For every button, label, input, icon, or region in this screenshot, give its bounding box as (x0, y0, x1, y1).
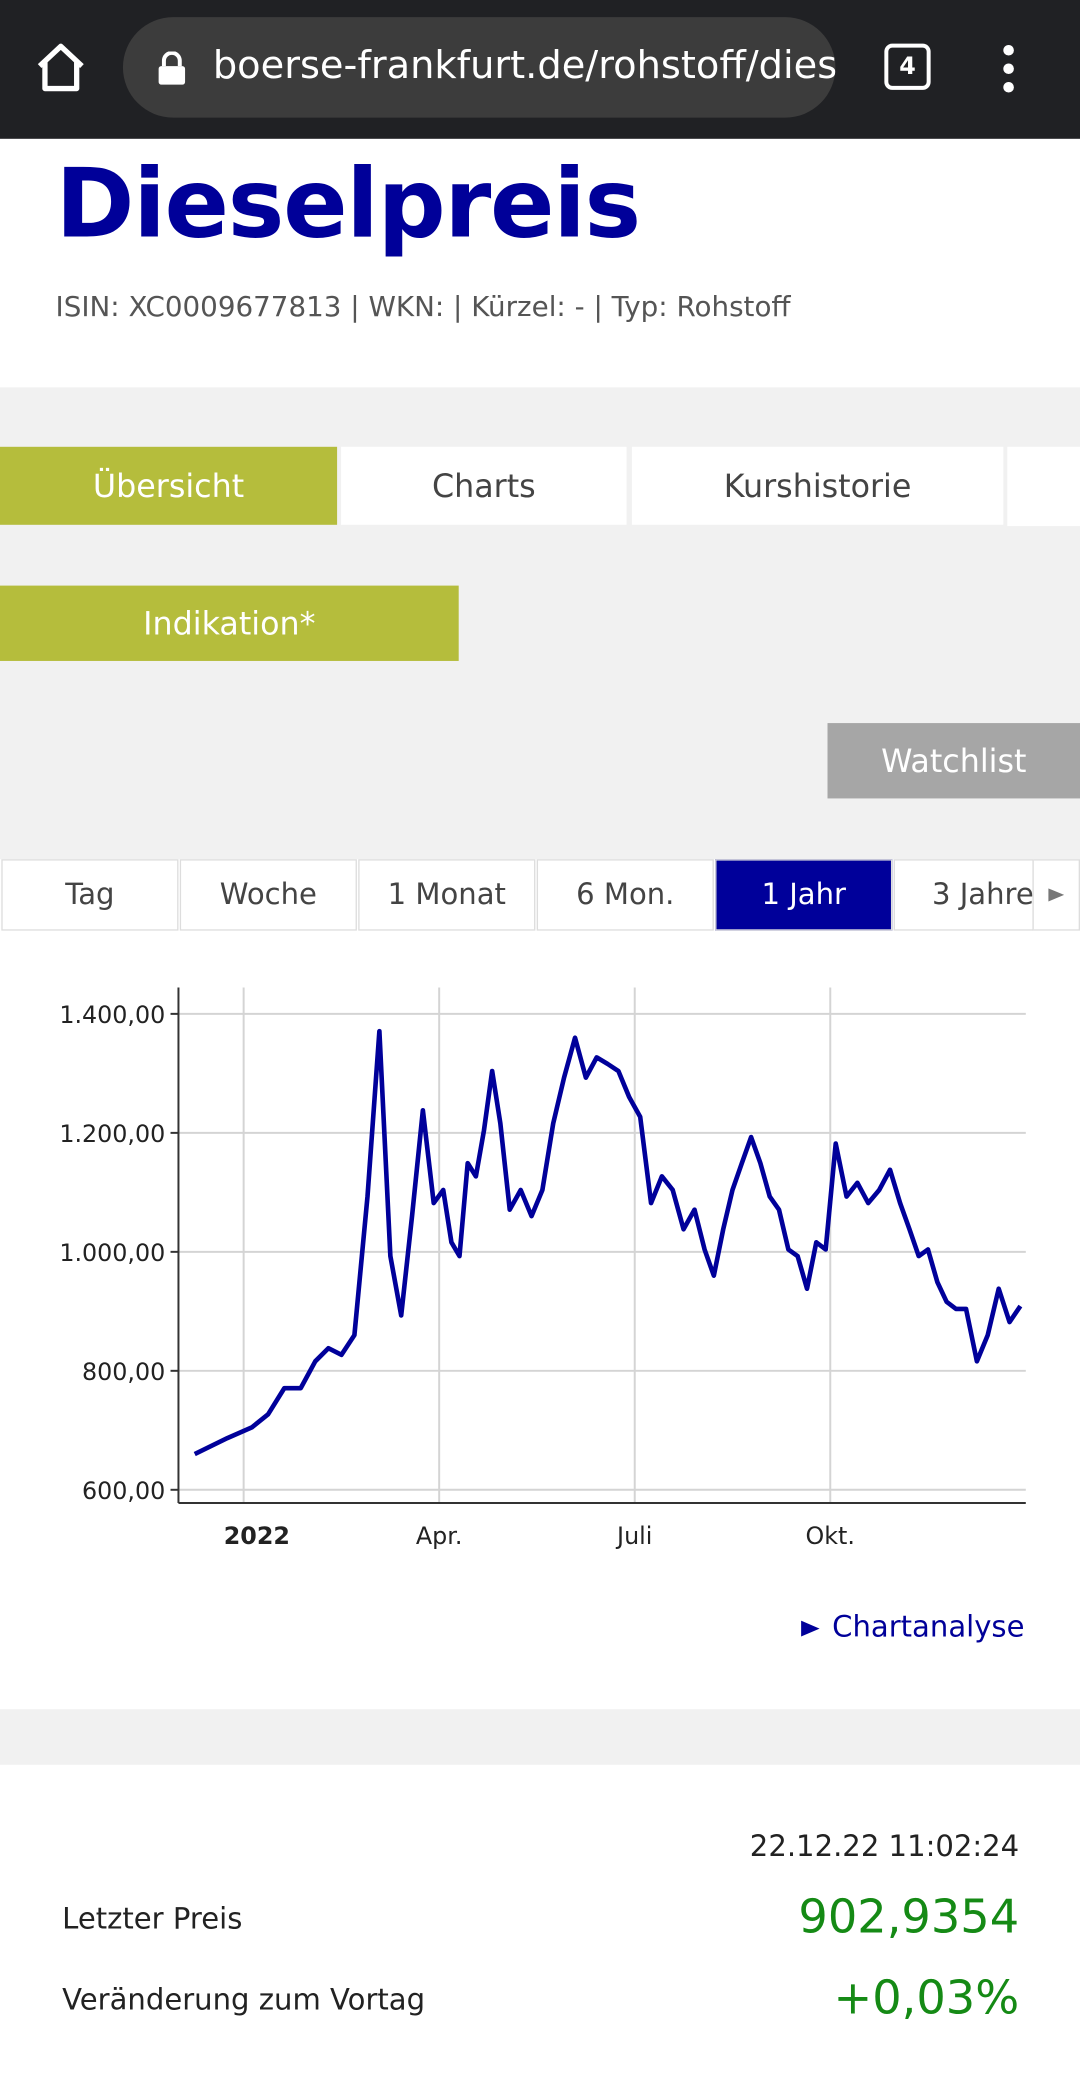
period-scroll[interactable] (1032, 859, 1080, 931)
period-tab[interactable]: 1 Jahr (715, 859, 893, 931)
quote-value: 902,9354 (798, 1891, 1020, 1945)
quote-value: +0,03% (833, 1972, 1020, 2026)
period-tab[interactable]: 3 Jahre (893, 859, 1034, 931)
browser-bar: boerse-frankfurt.de/rohstoff/dies 4 (0, 0, 1080, 139)
period-tab[interactable]: Woche (179, 859, 357, 931)
quote-label: Letzter Preis (62, 1902, 243, 1936)
tab-overflow (1007, 446, 1080, 527)
arrow-icon (1048, 888, 1065, 902)
arrow-icon (800, 1620, 819, 1636)
period-tab[interactable]: 1 Monat (358, 859, 536, 931)
x-tick-label: Okt. (806, 1522, 855, 1550)
chart: 600,00 800,00 1.000,00 1.200,00 1.400,00 2022… (59, 987, 1026, 1550)
y-tick-label: 800,00 (82, 1358, 165, 1386)
price-line (193, 1028, 1023, 1457)
tab[interactable]: Übersicht (0, 446, 338, 525)
chart-link-text[interactable]: Chartanalyse (832, 1611, 1025, 1645)
url: boerse-frankfurt.de/rohstoff/dies (212, 42, 836, 88)
tab[interactable]: Charts (341, 446, 627, 525)
y-tick-label: 600,00 (82, 1477, 165, 1505)
url-pill[interactable]: boerse-frankfurt.de/rohstoff/dies (122, 17, 836, 118)
chart-link[interactable]: Chartanalyse (800, 1611, 1024, 1644)
home-icon[interactable] (32, 40, 90, 96)
x-tick-label: Apr. (416, 1522, 463, 1550)
y-tick-label: 1.200,00 (59, 1120, 165, 1148)
period-tab[interactable]: Tag (1, 859, 179, 931)
x-tick-label: 2022 (224, 1522, 290, 1550)
quote-timestamp: 22.12.22 11:02:24 (749, 1830, 1020, 1864)
tab[interactable]: Kurshistorie (631, 446, 1004, 525)
watchlist-button[interactable]: Watchlist (827, 723, 1080, 799)
instrument-meta: ISIN: XC0009677813 | WKN: | Kürzel: - | … (55, 290, 791, 323)
lock-icon (158, 51, 186, 85)
quote-label: Veränderung zum Vortag (62, 1983, 426, 2017)
y-tick-label: 1.000,00 (59, 1239, 165, 1267)
tab-count[interactable]: 4 (884, 43, 931, 90)
indication-button[interactable]: Indikation* (0, 585, 459, 661)
x-tick-label: Juli (615, 1522, 652, 1550)
menu-icon[interactable] (995, 44, 1021, 94)
divider (0, 1709, 1080, 1765)
y-tick-label: 1.400,00 (59, 1001, 165, 1029)
page-title: Dieselpreis (55, 148, 642, 260)
period-tab[interactable]: 6 Mon. (536, 859, 714, 931)
